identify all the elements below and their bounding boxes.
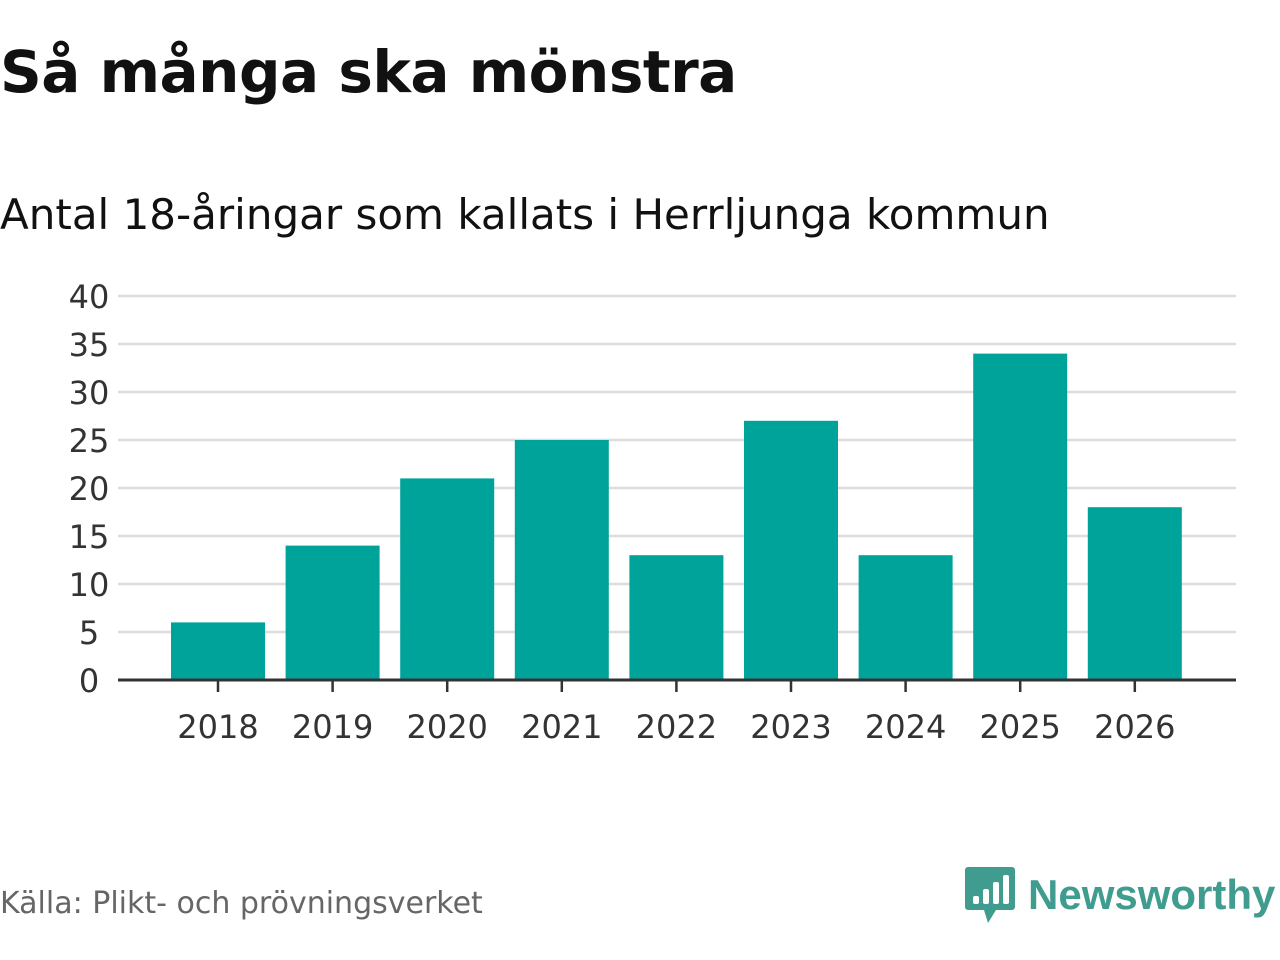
y-tick-label: 10 [69, 566, 110, 604]
y-tick-label: 5 [79, 614, 99, 652]
x-tick-label: 2022 [636, 708, 717, 746]
bars [171, 353, 1182, 680]
bar-2025 [973, 353, 1068, 680]
bar-2022 [629, 555, 724, 680]
x-tick-label: 2025 [979, 708, 1060, 746]
x-tick-label: 2020 [406, 708, 487, 746]
bar-2021 [514, 440, 609, 680]
y-tick-label: 25 [69, 422, 110, 460]
bar-2023 [744, 420, 838, 680]
y-tick-label: 0 [79, 662, 99, 700]
bar-2018 [171, 622, 265, 680]
source-note: Källa: Plikt- och prövningsverket [0, 886, 483, 921]
y-tick-label: 15 [69, 518, 110, 556]
bar-2024 [858, 555, 953, 680]
y-tick-label: 35 [69, 326, 110, 364]
newsworthy-logo-icon [965, 867, 1015, 923]
x-axis-ticks: 2018 2019 2020 2021 2022 2023 2024 2025 2026 [177, 680, 1176, 746]
x-tick-label: 2018 [177, 708, 258, 746]
chart-subtitle: Antal 18-åringar som kallats i Herrljung… [0, 190, 1050, 239]
x-tick-label: 2023 [750, 708, 831, 746]
x-tick-label: 2021 [521, 708, 602, 746]
chart-title: Så många ska mönstra [0, 38, 737, 106]
x-tick-label: 2026 [1094, 708, 1175, 746]
bar-2019 [285, 545, 380, 680]
bar-2020 [400, 478, 495, 680]
bar-2026 [1087, 507, 1182, 680]
y-tick-label: 30 [69, 374, 110, 412]
x-tick-label: 2019 [292, 708, 373, 746]
y-tick-label: 40 [69, 278, 110, 316]
y-tick-label: 20 [69, 470, 110, 508]
y-axis-ticks: 0 5 10 15 20 25 30 35 40 [69, 278, 110, 700]
brand-name: Newsworthy [1028, 871, 1276, 918]
x-tick-label: 2024 [865, 708, 946, 746]
brand-logo: Newsworthy [964, 864, 1275, 926]
